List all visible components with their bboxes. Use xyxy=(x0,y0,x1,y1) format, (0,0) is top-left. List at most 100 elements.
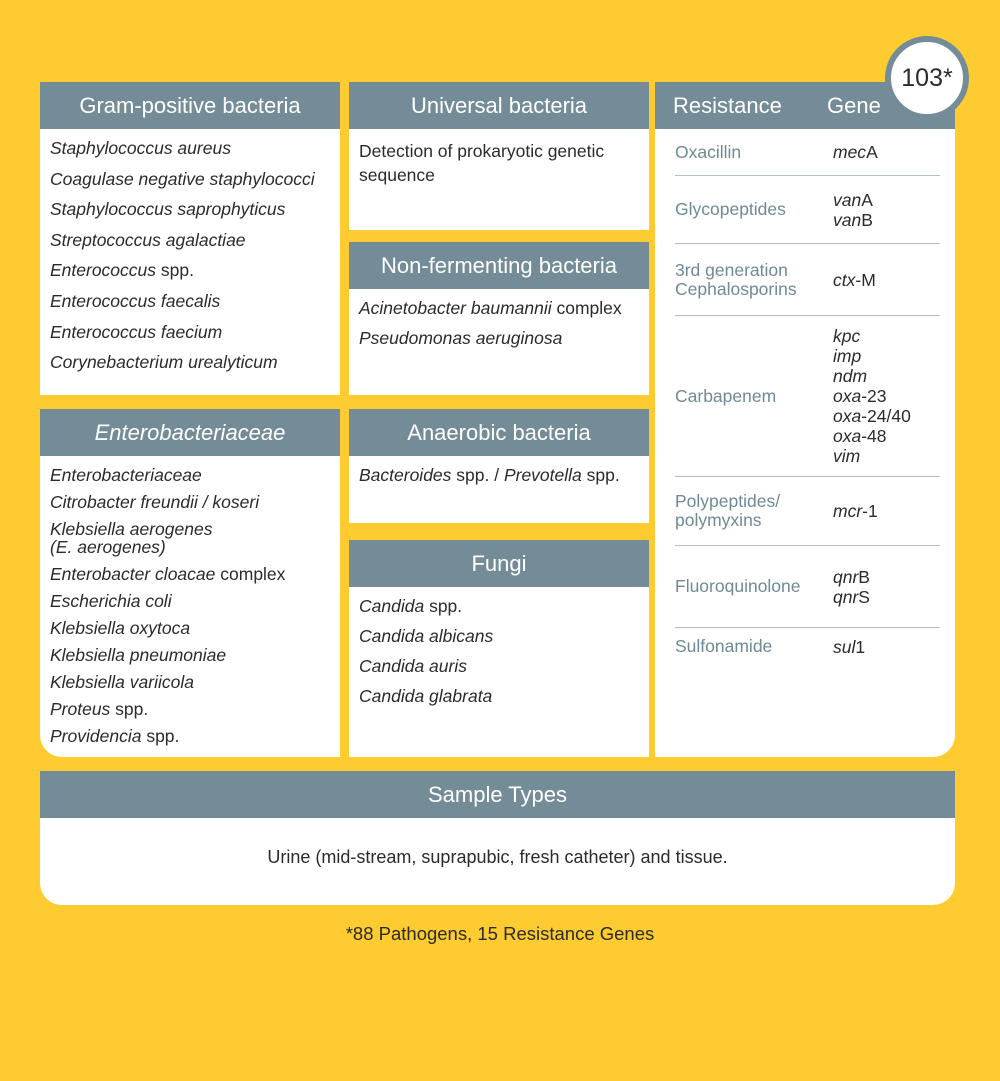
text-segment: spp. xyxy=(156,260,194,281)
resistance-table: Oxacillin mecA Glycopeptides vanA vanB 3rd ge… xyxy=(655,129,955,665)
non-fermenting-panel: Non-fermenting bacteria Acinetobacter ba… xyxy=(349,242,649,395)
text-segment: Klebsiella aerogenes xyxy=(50,519,213,539)
text-segment: kpc xyxy=(833,326,861,346)
organism-list: Staphylococcus aureus Coagulase negative … xyxy=(40,129,340,371)
panel-header: Enterobacteriaceae xyxy=(40,409,340,456)
text-segment: complex xyxy=(215,564,286,584)
gene-list: qnrB qnrS xyxy=(833,567,870,607)
organism-item: Enterococcus faecalis xyxy=(50,292,340,310)
text-segment: mec xyxy=(833,142,867,162)
text-segment: Detection of prokaryotic genetic sequenc… xyxy=(359,141,610,185)
organism-item: Staphylococcus saprophyticus xyxy=(50,200,340,218)
text-segment: -24/40 xyxy=(861,406,911,426)
antibiotic-class: Glycopeptides xyxy=(675,199,786,219)
text-segment: Providencia xyxy=(50,726,142,746)
resistance-panel: Resistance Gene Oxacillin mecA Glycopeptid… xyxy=(655,82,955,757)
text-segment: Acinetobacter baumannii xyxy=(359,298,552,318)
text-segment: (E. aerogenes) xyxy=(50,537,166,557)
resistance-row: Polypeptides/ polymyxins mcr-1 xyxy=(675,477,940,546)
antibiotic-class: Oxacillin xyxy=(675,141,742,162)
text-segment: Candida albicans xyxy=(359,626,494,646)
gene: oxa-24/40 xyxy=(833,406,911,426)
organism-item: Candida albicans xyxy=(359,627,649,645)
text-segment: Klebsiella pneumoniae xyxy=(50,645,227,665)
text-segment: B xyxy=(858,566,870,587)
text-segment: ndm xyxy=(833,366,868,386)
organism-list: Enterobacteriaceae Citrobacter freundii /… xyxy=(40,456,340,745)
organism-item: Coagulase negative staphylococci xyxy=(50,170,340,188)
gene-list: mcr-1 xyxy=(833,501,878,521)
text-segment: Enterococcus xyxy=(50,260,157,281)
gene: qnrB xyxy=(833,567,870,587)
organism-item: Klebsiella oxytoca xyxy=(50,619,340,637)
universal-panel: Universal bacteria Detection of prokaryo… xyxy=(349,82,649,230)
text-segment: spp. xyxy=(581,465,620,485)
organism-item: Enterobacter cloacae complex xyxy=(50,565,340,583)
text-segment: Coagulase negative staphylococci xyxy=(50,168,315,189)
text-segment: Corynebacterium urealyticum xyxy=(50,352,278,373)
organism-item: Enterococcus spp. xyxy=(50,261,340,279)
text-segment: Staphylococcus saprophyticus xyxy=(50,199,286,220)
text-segment: Enterobacter cloacae xyxy=(50,564,216,584)
organism-item: Streptococcus agalactiae xyxy=(50,231,340,249)
gene: ndm xyxy=(833,366,911,386)
resistance-row: Sulfonamide sul1 xyxy=(675,628,940,665)
text-segment: A xyxy=(866,142,878,162)
organism-item: Klebsiella aerogenes (E. aerogenes) xyxy=(50,519,340,557)
text-segment: spp. xyxy=(141,726,180,746)
gene-list: kpc imp ndm oxa-23 oxa-24/40 oxa-48 vim xyxy=(833,326,911,466)
text-segment: complex xyxy=(551,298,622,318)
text-segment: A xyxy=(861,189,873,210)
text-segment: S xyxy=(858,586,870,607)
text-segment: oxa xyxy=(833,406,862,426)
text-segment: oxa xyxy=(833,426,862,446)
text-segment: vim xyxy=(833,446,861,466)
text-segment: van xyxy=(833,189,862,210)
organism-list: Detection of prokaryotic genetic sequenc… xyxy=(349,129,649,187)
text-segment: -48 xyxy=(861,426,887,446)
organism-item: Staphylococcus aureus xyxy=(50,139,340,157)
gene-list: mecA xyxy=(833,142,878,162)
organism-list: Bacteroides spp. / Prevotella spp. xyxy=(349,456,649,484)
text-segment: -23 xyxy=(861,386,887,406)
gene: ctx-M xyxy=(833,270,876,290)
antibiotic-class: Fluoroquinolone xyxy=(675,576,801,596)
footnote: *88 Pathogens, 15 Resistance Genes xyxy=(345,923,655,944)
antibiotic-class: 3rd generation Cephalosporins xyxy=(675,259,797,299)
resistance-row: Glycopeptides vanA vanB xyxy=(675,176,940,244)
organism-item: Escherichia coli xyxy=(50,592,340,610)
gene: vanB xyxy=(833,210,873,230)
resistance-column-header: Resistance xyxy=(673,92,782,118)
text-segment: qnr xyxy=(833,566,859,587)
organism-item: Acinetobacter baumannii complex xyxy=(359,299,649,317)
total-count-badge: 103* xyxy=(885,36,969,120)
gene: qnrS xyxy=(833,587,870,607)
gene: oxa-48 xyxy=(833,426,911,446)
text-segment: ctx xyxy=(833,269,856,290)
fungi-panel: Fungi Candida spp. Candida albicans Candid… xyxy=(349,540,649,757)
anaerobic-panel: Anaerobic bacteria Bacteroides spp. / Pr… xyxy=(349,409,649,523)
gene-list: ctx-M xyxy=(833,270,876,290)
resistance-row: Fluoroquinolone qnrB qnrS xyxy=(675,546,940,628)
gram-positive-panel: Gram-positive bacteria Staphylococcus au… xyxy=(40,82,340,395)
gene: oxa-23 xyxy=(833,386,911,406)
text-segment: imp xyxy=(833,346,862,366)
resistance-row: 3rd generation Cephalosporins ctx-M xyxy=(675,244,940,316)
text-segment: Candida auris xyxy=(359,656,467,676)
text-segment: spp. / xyxy=(451,465,504,485)
text-segment: qnr xyxy=(833,586,859,607)
text-segment: mcr xyxy=(833,501,863,521)
text-segment: spp. xyxy=(110,699,149,719)
organism-item: Proteus spp. xyxy=(50,700,340,718)
gene: kpc xyxy=(833,326,911,346)
panel-header: Non-fermenting bacteria xyxy=(349,242,649,289)
text-segment: spp. xyxy=(424,596,463,616)
organism-item: Klebsiella variicola xyxy=(50,673,340,691)
organism-item: Providencia spp. xyxy=(50,727,340,745)
organism-item: Corynebacterium urealyticum xyxy=(50,353,340,371)
organism-item: Klebsiella pneumoniae xyxy=(50,646,340,664)
sample-types-text: Urine (mid-stream, suprapubic, fresh cat… xyxy=(267,847,728,867)
organism-list: Candida spp. Candida albicans Candida auri… xyxy=(349,587,649,705)
text-segment: Bacteroides xyxy=(359,465,452,485)
text-segment: Streptococcus agalactiae xyxy=(50,229,246,250)
